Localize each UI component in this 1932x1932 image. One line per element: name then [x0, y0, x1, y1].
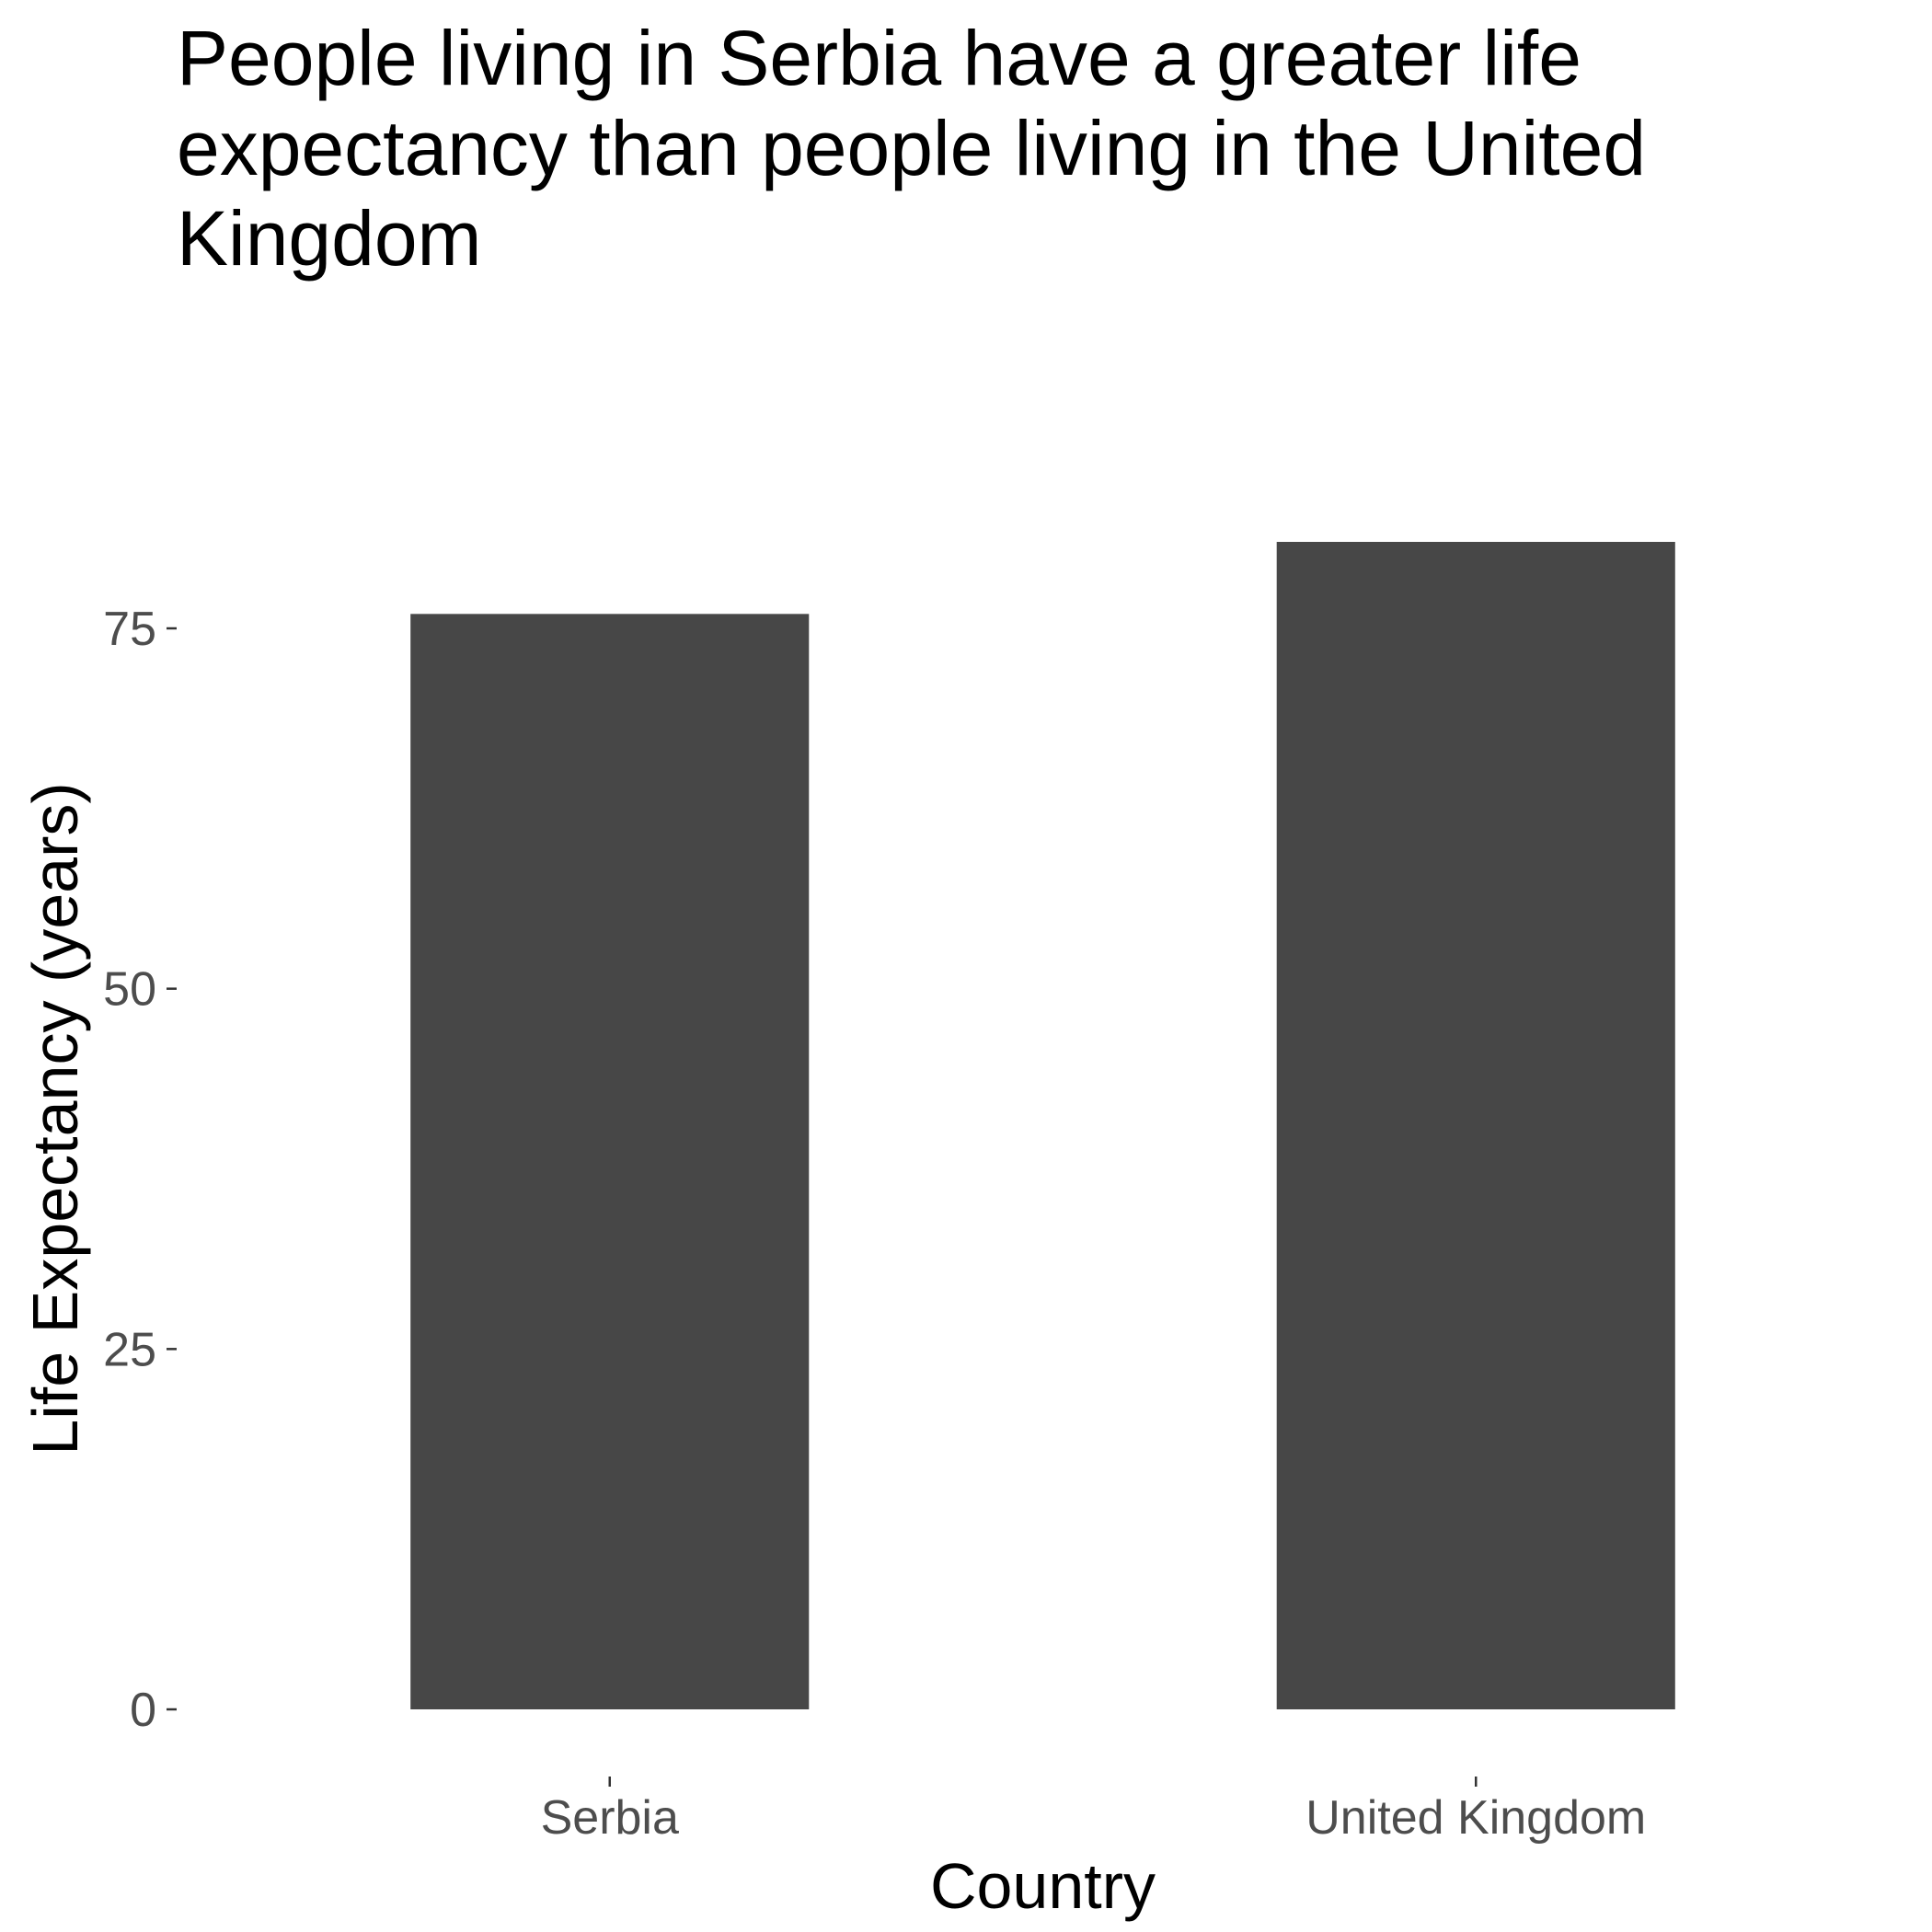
- x-axis: Serbia United Kingdom: [541, 1777, 1646, 1845]
- bar-united-kingdom: [1276, 542, 1675, 1709]
- y-tick-label: 25: [103, 1323, 156, 1376]
- y-tick-label: 75: [103, 603, 156, 656]
- x-tick-label: Serbia: [541, 1791, 679, 1845]
- y-axis-title: Life Expectancy (years): [19, 782, 91, 1455]
- chart-title: People living in Serbia have a greater l…: [177, 15, 1647, 282]
- bar-serbia: [410, 614, 810, 1710]
- y-axis: 0 25 50 75: [103, 603, 177, 1737]
- bars: [410, 542, 1675, 1710]
- x-tick-label: United Kingdom: [1305, 1791, 1646, 1845]
- y-tick-label: 50: [103, 963, 156, 1017]
- y-tick-label: 0: [130, 1684, 156, 1737]
- x-axis-title: Country: [930, 1850, 1156, 1922]
